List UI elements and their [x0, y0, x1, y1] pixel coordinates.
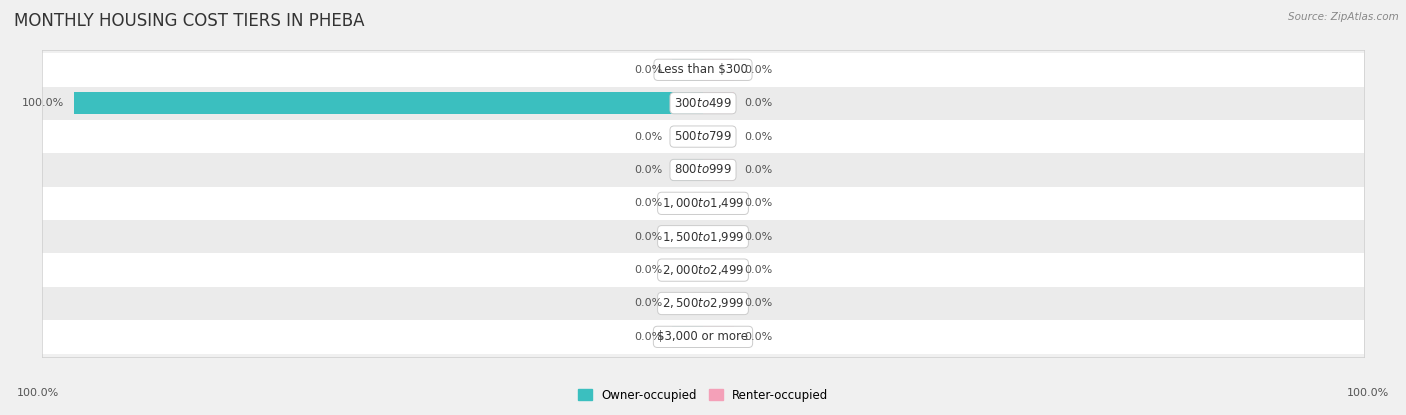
Bar	[42, 120, 1364, 153]
Bar	[42, 287, 1364, 320]
Text: 0.0%: 0.0%	[744, 232, 772, 242]
Text: 100.0%: 100.0%	[1347, 388, 1389, 398]
Text: 0.0%: 0.0%	[744, 132, 772, 142]
Bar	[42, 86, 1364, 120]
Bar	[703, 93, 734, 114]
Bar	[42, 187, 1364, 220]
Text: $800 to $999: $800 to $999	[673, 164, 733, 176]
Bar	[42, 320, 1364, 354]
Text: 100.0%: 100.0%	[17, 388, 59, 398]
Bar	[672, 159, 703, 181]
Text: 0.0%: 0.0%	[634, 265, 662, 275]
Bar	[703, 59, 734, 81]
Bar	[73, 93, 703, 114]
Text: $1,500 to $1,999: $1,500 to $1,999	[662, 230, 744, 244]
Bar	[42, 53, 1364, 86]
Text: MONTHLY HOUSING COST TIERS IN PHEBA: MONTHLY HOUSING COST TIERS IN PHEBA	[14, 12, 364, 30]
Bar	[703, 326, 734, 348]
Text: 0.0%: 0.0%	[634, 298, 662, 308]
Text: 0.0%: 0.0%	[744, 332, 772, 342]
Text: 0.0%: 0.0%	[744, 298, 772, 308]
Text: $2,000 to $2,499: $2,000 to $2,499	[662, 263, 744, 277]
Text: 0.0%: 0.0%	[744, 165, 772, 175]
Bar	[703, 126, 734, 147]
Bar	[42, 153, 1364, 187]
Text: 0.0%: 0.0%	[634, 165, 662, 175]
Text: 0.0%: 0.0%	[634, 232, 662, 242]
Text: $2,500 to $2,999: $2,500 to $2,999	[662, 296, 744, 310]
Bar	[703, 259, 734, 281]
Text: 0.0%: 0.0%	[744, 198, 772, 208]
Text: 0.0%: 0.0%	[634, 332, 662, 342]
Legend: Owner-occupied, Renter-occupied: Owner-occupied, Renter-occupied	[572, 384, 834, 406]
Text: 0.0%: 0.0%	[744, 65, 772, 75]
Text: 0.0%: 0.0%	[744, 265, 772, 275]
Text: 100.0%: 100.0%	[22, 98, 65, 108]
Bar	[703, 226, 734, 248]
Text: $1,000 to $1,499: $1,000 to $1,499	[662, 196, 744, 210]
Bar	[672, 326, 703, 348]
Text: Source: ZipAtlas.com: Source: ZipAtlas.com	[1288, 12, 1399, 22]
Bar	[672, 226, 703, 248]
Bar	[703, 293, 734, 314]
Bar	[672, 193, 703, 214]
Text: 0.0%: 0.0%	[634, 65, 662, 75]
Bar	[42, 220, 1364, 254]
Text: $300 to $499: $300 to $499	[673, 97, 733, 110]
Bar	[703, 193, 734, 214]
Bar	[672, 126, 703, 147]
Text: 0.0%: 0.0%	[744, 98, 772, 108]
Bar	[672, 293, 703, 314]
Text: $500 to $799: $500 to $799	[673, 130, 733, 143]
Bar	[703, 159, 734, 181]
Text: Less than $300: Less than $300	[658, 63, 748, 76]
Bar	[672, 259, 703, 281]
Text: 0.0%: 0.0%	[634, 132, 662, 142]
Text: $3,000 or more: $3,000 or more	[658, 330, 748, 343]
Text: 0.0%: 0.0%	[634, 198, 662, 208]
Bar	[672, 59, 703, 81]
Bar	[42, 254, 1364, 287]
